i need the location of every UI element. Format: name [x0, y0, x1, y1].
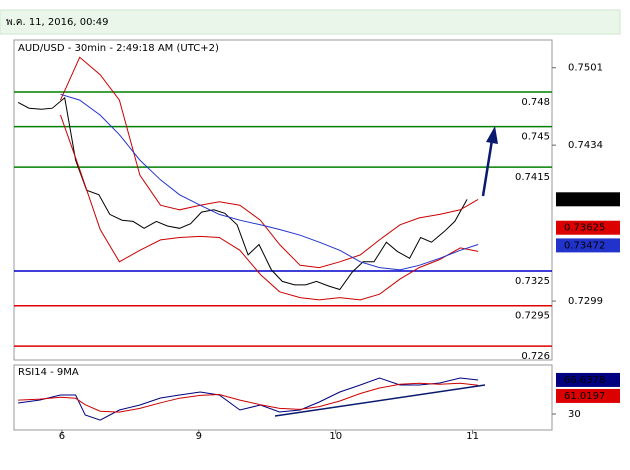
- last-value-box: [556, 388, 620, 403]
- last-value-label: 0.73472: [564, 240, 605, 251]
- y-tick-label: 30: [568, 409, 581, 420]
- arrow-head: [486, 126, 498, 144]
- level-label: 0.726: [521, 351, 550, 362]
- header-date: พ.ค. 11, 2016, 00:49: [6, 17, 109, 28]
- y-tick-label: 0.7299: [568, 296, 603, 307]
- rsi-trendline: [274, 384, 486, 417]
- last-value-label: 0.73625: [564, 223, 605, 234]
- series-line: [18, 377, 479, 421]
- header-bar: [0, 9, 621, 35]
- plot-layer: 0.7501 0.7434 0.7299 0.748 0.745 0.7415 0.7325…: [14, 56, 620, 442]
- level-label: 0.745: [521, 132, 550, 143]
- last-value-box: [556, 238, 620, 253]
- x-tick-label: 6: [59, 431, 65, 442]
- y-tick-label: 0.7501: [568, 63, 603, 74]
- series-line: [60, 114, 479, 301]
- series-line: [17, 96, 468, 291]
- last-value-box: [556, 192, 620, 207]
- price-panel: [13, 39, 553, 361]
- rsi-panel: [13, 364, 553, 431]
- series-line: [60, 93, 479, 271]
- series-line: [18, 382, 479, 413]
- rsi-title: RSI14 - 9MA: [18, 367, 79, 378]
- forecast-arrow: [481, 139, 494, 197]
- last-value-box: [556, 372, 620, 387]
- last-value-label: 61.0197: [564, 391, 605, 402]
- level-label: 0.7295: [515, 311, 550, 322]
- series-line: [60, 56, 479, 269]
- level-label: 0.7325: [515, 276, 550, 287]
- y-tick-label: 0.7434: [568, 140, 603, 151]
- level-label: 0.748: [521, 97, 550, 108]
- level-label: 0.7415: [515, 172, 550, 183]
- chart-title: AUD/USD - 30min - 2:49:18 AM (UTC+2): [18, 43, 219, 54]
- last-value-label: 0.73871: [564, 194, 605, 205]
- x-tick-label: 9: [196, 431, 202, 442]
- x-tick-label: 11: [466, 431, 479, 442]
- last-value-label: 66.6378: [564, 375, 605, 386]
- x-tick-label: 10: [329, 431, 342, 442]
- last-value-box: [556, 220, 620, 235]
